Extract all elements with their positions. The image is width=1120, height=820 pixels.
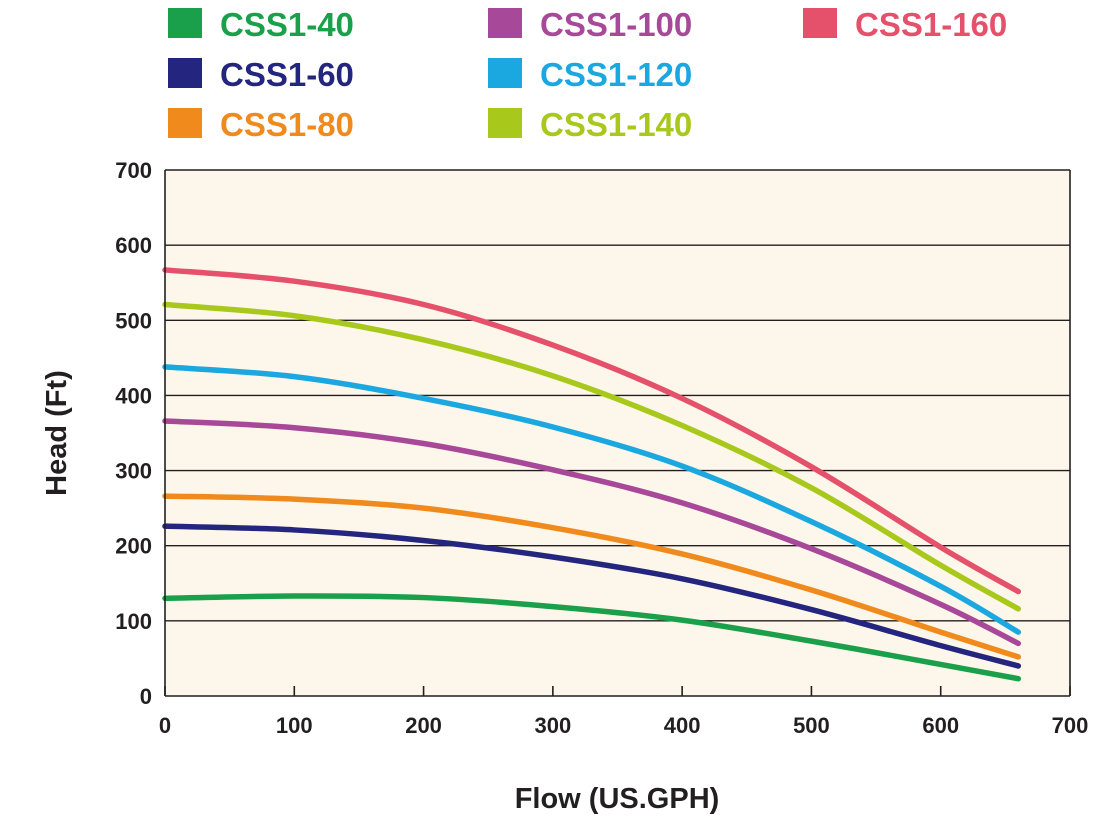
y-tick-label: 600: [115, 233, 152, 258]
y-tick-label: 400: [115, 383, 152, 408]
series-line-css1-40: [162, 593, 1022, 682]
x-tick-label: 400: [664, 713, 701, 738]
legend-label: CSS1-140: [540, 106, 692, 143]
legend-swatch: [488, 58, 522, 88]
x-tick-label: 200: [405, 713, 442, 738]
y-tick-label: 0: [140, 684, 152, 709]
legend-item-css1-160: CSS1-160: [803, 6, 1007, 43]
series-line-css1-100: [162, 418, 1022, 647]
legend-label: CSS1-120: [540, 56, 692, 93]
legend-item-css1-80: CSS1-80: [168, 106, 354, 143]
y-axis-ticks: 0 100 200 300 400 500 600 700: [115, 158, 152, 709]
legend-label: CSS1-40: [220, 6, 354, 43]
legend-label: CSS1-100: [540, 6, 692, 43]
y-tick-label: 300: [115, 459, 152, 484]
legend-swatch: [168, 58, 202, 88]
legend-swatch: [488, 108, 522, 138]
x-tick-label: 600: [922, 713, 959, 738]
legend-item-css1-60: CSS1-60: [168, 56, 354, 93]
legend: CSS1-40 CSS1-60 CSS1-80 CSS1-100 CSS1-120 CSS…: [168, 6, 1007, 143]
legend-label: CSS1-60: [220, 56, 354, 93]
series-line-css1-80: [162, 493, 1022, 660]
series-line-css1-120: [162, 364, 1022, 635]
y-tick-label: 500: [115, 308, 152, 333]
legend-item-css1-120: CSS1-120: [488, 56, 692, 93]
y-tick-label: 200: [115, 534, 152, 559]
series-line-css1-60: [162, 523, 1022, 669]
x-axis-title: Flow (US.GPH): [515, 783, 720, 815]
y-tick-label: 100: [115, 609, 152, 634]
x-tick-label: 100: [276, 713, 313, 738]
series-lines: [162, 267, 1022, 682]
legend-item-css1-40: CSS1-40: [168, 6, 354, 43]
legend-label: CSS1-160: [855, 6, 1007, 43]
x-tick-label: 700: [1052, 713, 1089, 738]
legend-item-css1-100: CSS1-100: [488, 6, 692, 43]
y-axis-title: Head (Ft): [41, 370, 73, 496]
x-axis-ticks: 0 100 200 300 400 500 600 700: [159, 686, 1088, 738]
legend-swatch: [168, 8, 202, 38]
x-tick-label: 300: [534, 713, 571, 738]
legend-swatch: [803, 8, 837, 38]
legend-swatch: [488, 8, 522, 38]
plot-area: [165, 170, 1070, 696]
series-line-css1-140: [162, 301, 1022, 612]
x-tick-label: 500: [793, 713, 830, 738]
legend-label: CSS1-80: [220, 106, 354, 143]
y-tick-label: 700: [115, 158, 152, 183]
series-line-css1-160: [162, 267, 1022, 595]
legend-item-css1-140: CSS1-140: [488, 106, 692, 143]
x-tick-label: 0: [159, 713, 171, 738]
legend-swatch: [168, 108, 202, 138]
